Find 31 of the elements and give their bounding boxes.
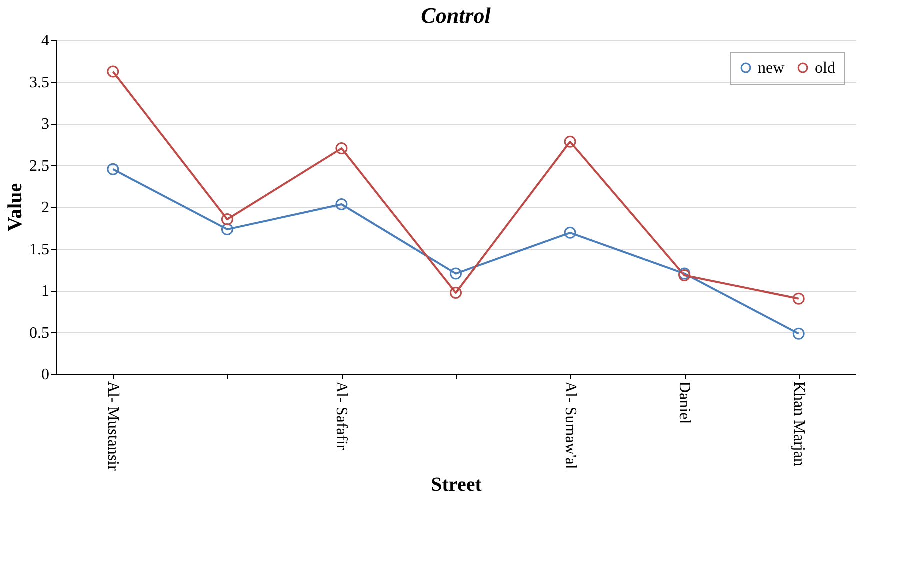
point (450, 287, 462, 299)
y-tick-label: 1 (42, 283, 50, 300)
chart-title: Control (421, 3, 492, 28)
point (221, 214, 234, 226)
y-tick-label: 0.5 (30, 324, 50, 342)
y-tick-label: 1.5 (30, 241, 50, 258)
point (336, 198, 348, 210)
legend-label: old (815, 60, 836, 77)
x-tick-label: Daniel (676, 382, 694, 425)
x-axis-title: Street (431, 474, 482, 496)
y-tick-label: 2.5 (30, 158, 50, 175)
point (221, 224, 234, 236)
x-tick-label: Khan Marjan (790, 382, 808, 466)
y-tick-label: 3 (42, 116, 50, 133)
point (450, 268, 462, 280)
point (107, 66, 120, 78)
y-tick-label: 3.5 (30, 74, 50, 92)
x-tick-label: Al- Sumaw'al (562, 382, 579, 470)
point (792, 328, 805, 340)
x-tick-label: Al- Mustansir (104, 382, 122, 472)
y-tick-label: 4 (42, 32, 50, 50)
y-tick-label: 2 (42, 200, 50, 216)
point (336, 142, 348, 155)
point (564, 136, 576, 148)
point (792, 292, 805, 305)
y-tick-label: 0 (42, 366, 50, 384)
y-axis-title: Value (4, 183, 26, 232)
point (564, 226, 576, 239)
legend-label: new (758, 60, 786, 77)
point (107, 163, 120, 176)
x-tick-label: Al- Safafir (333, 382, 350, 452)
